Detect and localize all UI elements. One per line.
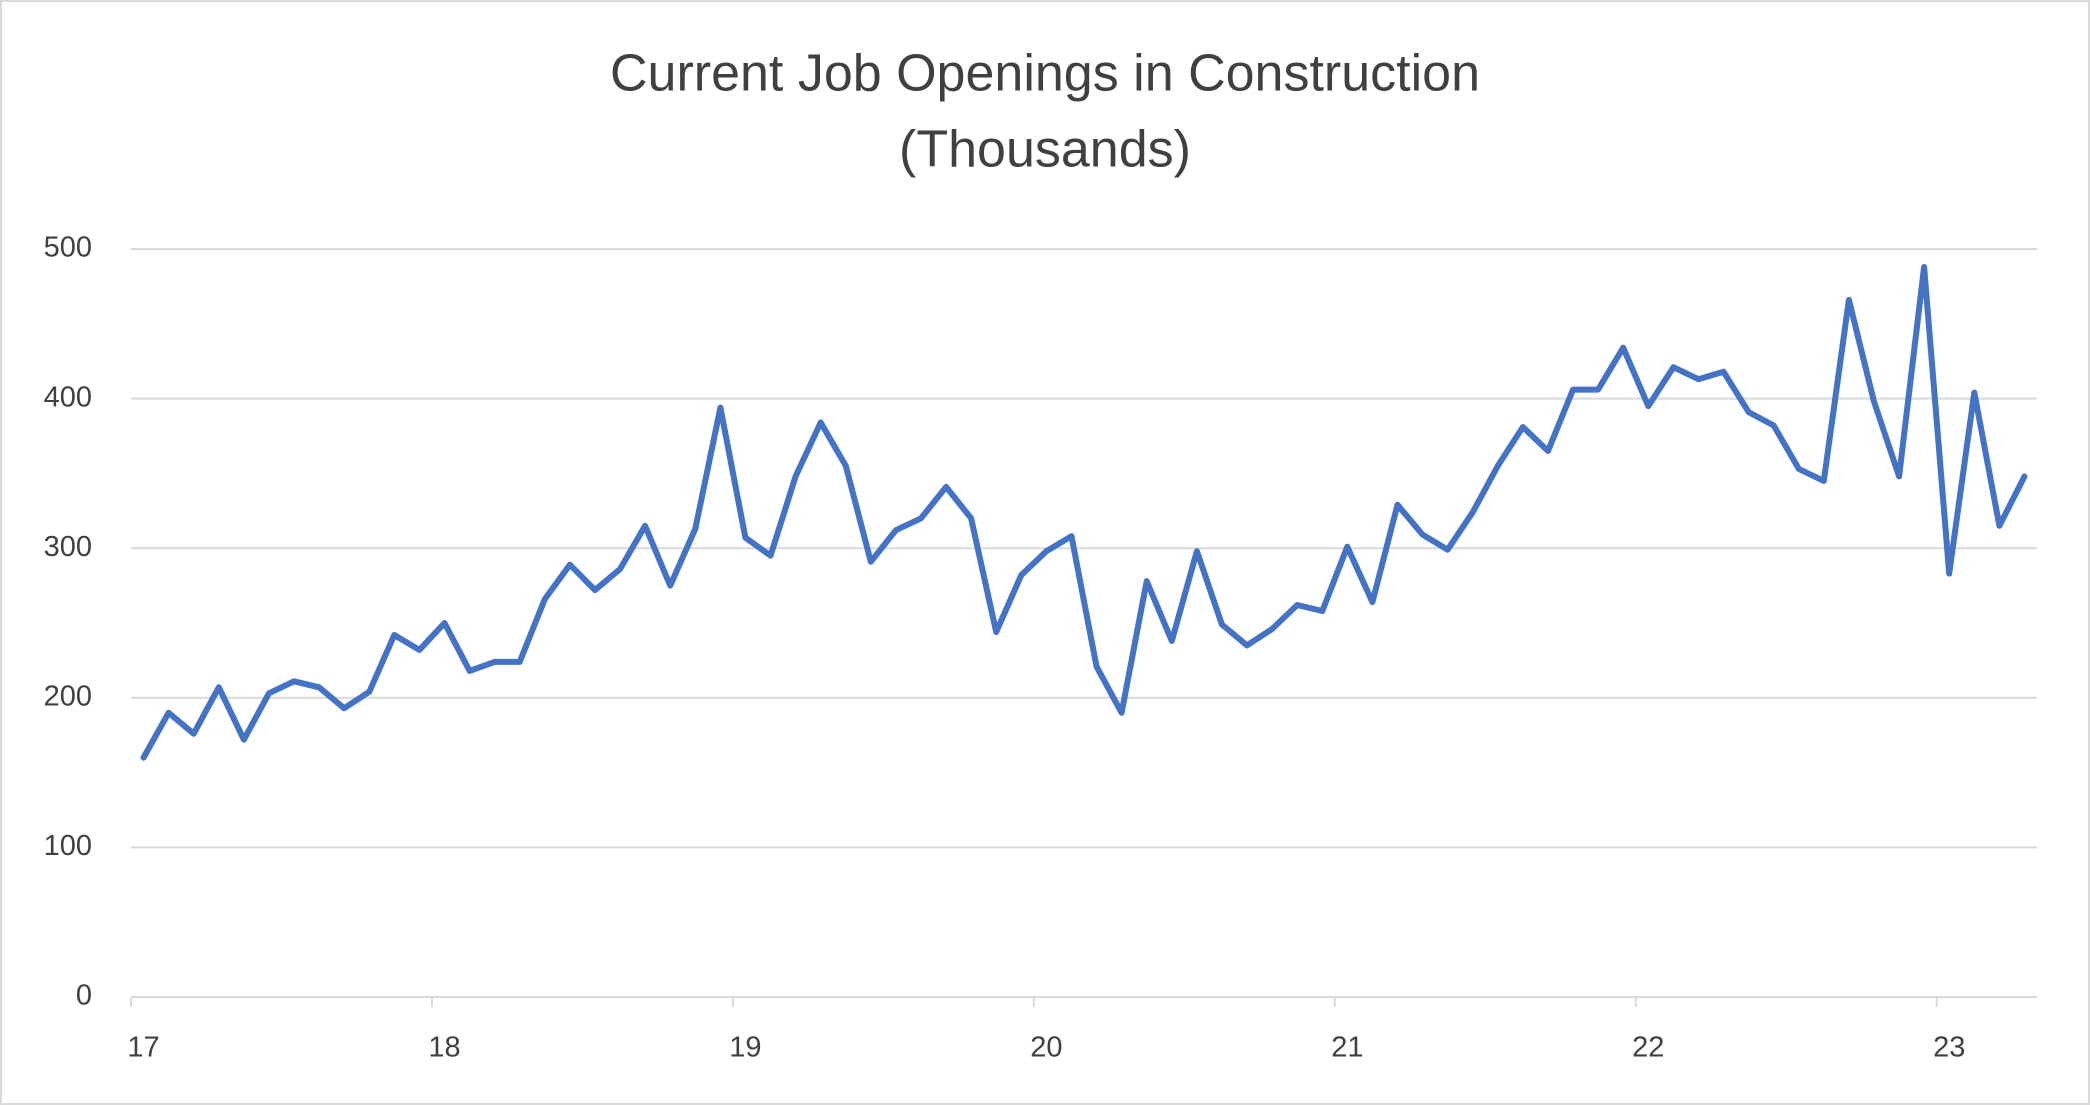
line-series <box>140 264 2028 761</box>
chart-title: Current Job Openings in Construction <box>610 45 1480 103</box>
chart-subtitle: (Thousands) <box>899 121 1191 179</box>
x-tick-label: 20 <box>1030 1032 1062 1064</box>
y-tick-label: 300 <box>44 531 92 563</box>
y-tick-label: 0 <box>76 980 92 1012</box>
x-tick-label: 19 <box>729 1032 761 1064</box>
y-tick-label: 200 <box>44 680 92 712</box>
x-tick-label: 18 <box>428 1032 460 1064</box>
x-tick-label: 21 <box>1331 1032 1363 1064</box>
y-tick-label: 500 <box>44 232 92 264</box>
x-tick-label: 23 <box>1933 1032 1965 1064</box>
y-tick-label: 400 <box>44 381 92 413</box>
x-tick-label: 22 <box>1632 1032 1664 1064</box>
x-tick-label: 17 <box>127 1032 159 1064</box>
y-tick-label: 100 <box>44 830 92 862</box>
